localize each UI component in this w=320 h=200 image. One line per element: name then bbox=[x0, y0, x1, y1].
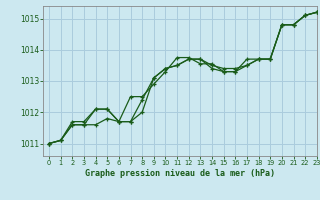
X-axis label: Graphe pression niveau de la mer (hPa): Graphe pression niveau de la mer (hPa) bbox=[85, 169, 275, 178]
